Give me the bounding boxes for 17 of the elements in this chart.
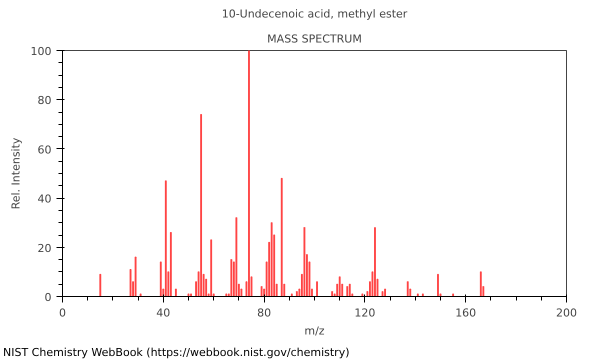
y-tick-label: 60 xyxy=(38,143,52,156)
x-tick-label: 120 xyxy=(354,306,376,320)
chart-subtitle: MASS SPECTRUM xyxy=(267,32,362,46)
chart-title: 10-Undecenoic acid, methyl ester xyxy=(222,8,408,20)
y-axis-title: Rel. Intensity xyxy=(10,137,23,210)
x-tick-label: 200 xyxy=(556,306,577,320)
x-tick-label: 80 xyxy=(257,306,272,320)
x-axis-title: m/z xyxy=(304,324,325,338)
y-tick-label: 20 xyxy=(38,242,52,255)
x-tick-label: 160 xyxy=(455,306,476,320)
x-tick-label: 40 xyxy=(156,306,170,320)
y-tick-label: 100 xyxy=(30,45,52,58)
y-tick-label: 0 xyxy=(44,291,52,304)
y-tick-label: 40 xyxy=(38,192,52,206)
x-tick-label: 0 xyxy=(59,306,66,320)
y-tick-label: 80 xyxy=(38,94,52,108)
text: NIST Chemistry WebBook (https://webbook.nist.gov/chemistry) xyxy=(3,345,350,360)
